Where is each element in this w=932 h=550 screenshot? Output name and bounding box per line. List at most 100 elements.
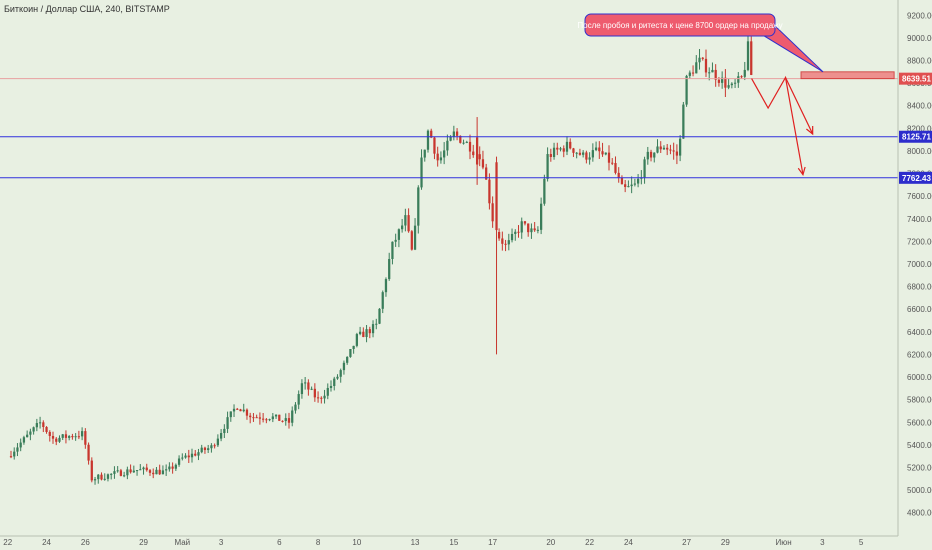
candle-up (26, 434, 29, 438)
y-tick-label: 8000.00 (907, 147, 932, 156)
x-tick-label: 15 (449, 538, 458, 547)
x-tick-label: 6 (277, 538, 282, 547)
y-tick-label: 5200.00 (907, 463, 932, 472)
candle-up (737, 76, 740, 83)
candle-up (546, 154, 549, 179)
candle-down (562, 148, 565, 152)
candle-up (400, 225, 404, 230)
x-tick-label: 13 (411, 538, 420, 547)
candle-up (743, 69, 746, 77)
level-price-tag (899, 130, 932, 143)
candle-down (87, 444, 90, 461)
candle-up (116, 470, 119, 472)
candle-down (614, 163, 617, 173)
candle-up (365, 329, 368, 338)
candle-up (543, 178, 546, 204)
x-tick-label: 22 (585, 538, 594, 547)
x-tick-label: 10 (352, 538, 361, 547)
candle-down (485, 167, 488, 180)
candle-up (443, 150, 446, 158)
y-tick-label: 6800.00 (907, 283, 932, 292)
candle-down (495, 162, 498, 231)
candle-up (627, 186, 630, 188)
candle-up (333, 378, 336, 386)
y-tick-label: 5000.00 (907, 486, 932, 495)
candle-up (346, 356, 349, 363)
candle-up (219, 433, 223, 439)
sell-zone (800, 71, 895, 80)
projection-branch (784, 77, 814, 135)
candle-up (439, 157, 443, 161)
candle-up (207, 448, 210, 451)
candle-up (384, 279, 388, 293)
y-tick-label: 4800.00 (907, 509, 932, 518)
x-tick-label: 5 (859, 538, 864, 547)
candle-up (552, 147, 556, 158)
candle-up (168, 466, 171, 470)
candle-up (139, 469, 142, 471)
annotation-box (584, 13, 776, 37)
candle-down (252, 417, 255, 419)
candle-up (446, 140, 449, 151)
candle-down (148, 470, 152, 473)
candle-down (278, 414, 281, 421)
drawings-layer: После пробоя и ритеста к цене 8700 ордер… (577, 13, 895, 177)
candle-up (420, 157, 423, 188)
projection-line (751, 75, 804, 175)
candle-up (582, 152, 585, 155)
candle-down (171, 466, 174, 469)
candle-down (239, 409, 242, 412)
candle-up (190, 453, 194, 458)
candle-up (223, 428, 226, 434)
candle-up (13, 451, 16, 457)
candle-down (569, 141, 572, 149)
candle-down (572, 148, 575, 153)
candle-down (236, 408, 239, 410)
candle-down (478, 154, 481, 160)
x-tick-label: 24 (42, 538, 51, 547)
candle-down (617, 172, 620, 178)
candle-up (530, 228, 533, 233)
candle-down (468, 141, 472, 152)
candle-up (197, 452, 200, 456)
candle-down (455, 131, 459, 136)
candle-down (368, 329, 371, 334)
candle-down (316, 397, 320, 399)
candle-up (378, 308, 381, 324)
candle-up (536, 229, 540, 231)
candle-down (313, 388, 316, 398)
candle-down (77, 436, 81, 438)
candle-up (711, 69, 714, 73)
candle-down (578, 152, 582, 155)
candle-down (281, 420, 284, 422)
candle-down (517, 231, 520, 233)
x-tick-label: Май (174, 538, 190, 547)
level-price-label: 8639.51 (902, 75, 931, 84)
candle-down (740, 76, 743, 78)
candle-up (721, 77, 724, 83)
candle-up (174, 464, 177, 469)
candle-down (475, 137, 479, 165)
candle-up (110, 473, 113, 475)
candle-down (501, 238, 504, 244)
candle-down (84, 431, 87, 445)
candle-up (727, 85, 730, 88)
candle-up (32, 427, 35, 432)
candle-down (45, 426, 48, 432)
candle-down (472, 151, 475, 156)
candle-up (588, 157, 591, 160)
time-axis: 22 24 26 29 Май 3 6 8 10 13 15 17 20 22 24 27 29 Июн 3 5 (0, 535, 898, 547)
candle-up (181, 457, 184, 459)
candle-down (265, 419, 268, 421)
candle-up (226, 417, 229, 429)
candle-up (284, 418, 287, 422)
x-tick-label: 3 (820, 538, 825, 547)
levels-layer (0, 78, 898, 179)
candle-down (9, 456, 13, 458)
y-tick-label: 5800.00 (907, 396, 932, 405)
chart-title: Биткоин / Доллар США, 240, BITSTAMP (4, 4, 170, 14)
candle-down (714, 69, 717, 80)
x-tick-label: 3 (219, 538, 224, 547)
